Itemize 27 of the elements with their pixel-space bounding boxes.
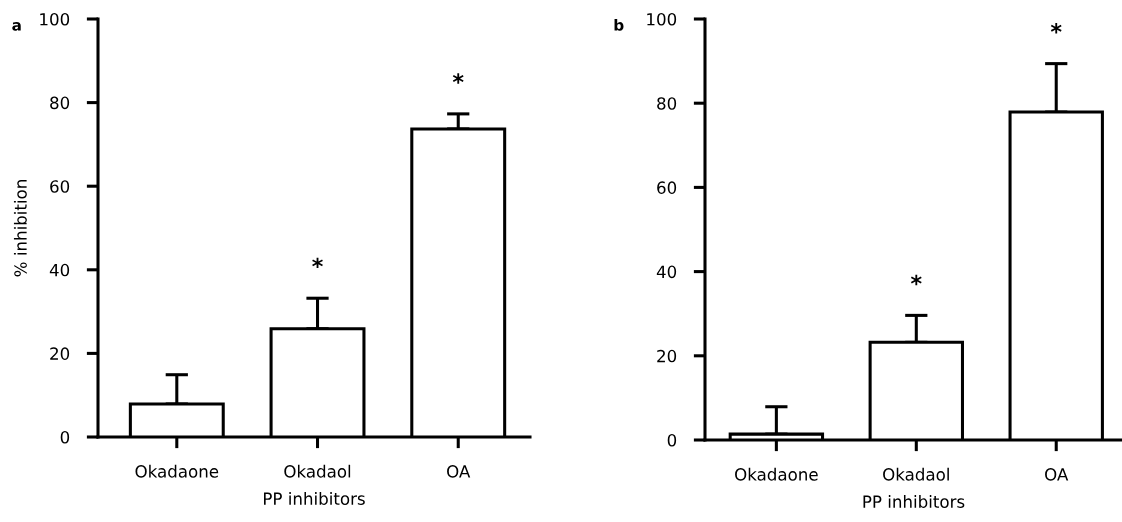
x-tick-label: Okadaol <box>883 467 949 481</box>
x-tick-label: Okadaone <box>735 467 818 481</box>
x-tick-label: Okadaone <box>135 464 219 478</box>
annotation: * <box>312 257 323 268</box>
annotation: * <box>452 73 464 84</box>
x-tick-label: OA <box>447 465 471 478</box>
text: a <box>12 22 21 31</box>
y-tick-label: 0 <box>667 433 677 447</box>
y-tick-label: 60 <box>50 180 70 193</box>
x-axis-title: PP inhibitors <box>863 495 965 508</box>
x-tick-label: Okadaol <box>284 464 351 478</box>
y-tick-label: 40 <box>656 265 677 279</box>
y-tick-label: 100 <box>647 12 677 26</box>
x-axis-title: PP inhibitors <box>264 492 365 505</box>
y-tick-label: 20 <box>657 349 677 363</box>
annotation: * <box>910 274 922 286</box>
y-axis-title: % inhibition <box>13 180 27 277</box>
x-tick-label: OA <box>1045 468 1069 481</box>
y-tick-label: 100 <box>40 12 70 26</box>
y-tick-label: 20 <box>50 347 70 360</box>
annotation: * <box>1050 23 1062 34</box>
y-tick-label: 60 <box>657 181 677 194</box>
y-tick-label: 0 <box>60 430 70 444</box>
y-tick-label: 40 <box>49 263 70 277</box>
text: b <box>614 19 624 31</box>
y-tick-label: 80 <box>50 96 70 110</box>
y-tick-label: 80 <box>657 97 677 110</box>
